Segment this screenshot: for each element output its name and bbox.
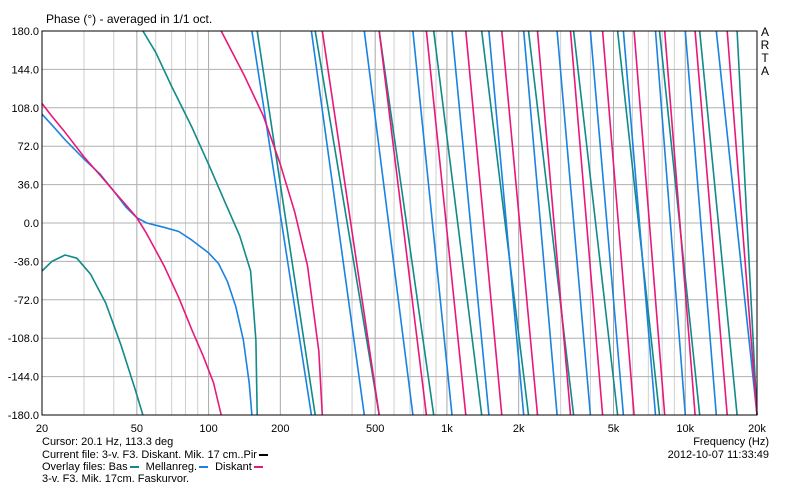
y-tick-label: -144.0 bbox=[8, 372, 39, 384]
y-tick-labels: 180.0 144.0 108.0 72.0 36.0 0.0 -36.0 -72.0 -108… bbox=[8, 26, 39, 422]
x-tick-label: 10k bbox=[676, 423, 694, 435]
x-tick-label: 500 bbox=[366, 423, 384, 435]
x-tick-labels: 20 50 100 200 500 1k 2k 5k 10k 20k bbox=[36, 423, 766, 435]
y-tick-label: 108.0 bbox=[11, 103, 39, 115]
current-file: Current file: 3-v. F3. Diskant. Mik. 17 … bbox=[42, 449, 272, 461]
plot-frame bbox=[41, 30, 758, 416]
y-tick-label: -108.0 bbox=[8, 333, 39, 345]
x-tick-label: 200 bbox=[271, 423, 289, 435]
legend-item-bas: Bas bbox=[108, 461, 128, 473]
y-tick-label: -72.0 bbox=[14, 295, 39, 307]
x-tick-label: 100 bbox=[199, 423, 217, 435]
cursor-readout: Cursor: 20.1 Hz, 113.3 deg bbox=[42, 436, 174, 448]
y-tick-label: 180.0 bbox=[11, 26, 39, 38]
overlay-label: Overlay files: bbox=[42, 461, 106, 473]
brand-letter: A bbox=[760, 25, 769, 39]
current-file-swatch bbox=[258, 454, 268, 457]
x-tick-label: 1k bbox=[441, 423, 453, 435]
overlay-files: Overlay files: Bas Mellanreg. Diskant bbox=[42, 461, 267, 473]
y-tick-label: -180.0 bbox=[8, 410, 39, 422]
y-tick-label: 36.0 bbox=[18, 180, 39, 192]
series-line-1 bbox=[41, 30, 758, 416]
legend-swatch-bas bbox=[129, 466, 139, 469]
series-line-2 bbox=[41, 30, 758, 416]
timestamp: 2012-10-07 11:33:49 bbox=[667, 449, 769, 461]
arta-logo: A R T A bbox=[760, 26, 770, 78]
chart-title: Phase (°) - averaged in 1/1 oct. bbox=[46, 12, 212, 26]
current-file-text: Current file: 3-v. F3. Diskant. Mik. 17 … bbox=[42, 449, 257, 461]
brand-letter: T bbox=[761, 51, 769, 65]
x-tick-label: 2k bbox=[513, 423, 525, 435]
x-tick-label: 20k bbox=[748, 423, 766, 435]
overlay-note: 3-v. F3. Mik. 17cm. Faskurvor. bbox=[42, 473, 190, 485]
x-tick-label: 5k bbox=[608, 423, 620, 435]
x-axis-label: Frequency (Hz) bbox=[693, 436, 769, 448]
legend-item-mellanreg: Mellanreg. bbox=[145, 461, 198, 473]
y-tick-label: 144.0 bbox=[11, 64, 39, 76]
y-tick-label: 0.0 bbox=[24, 218, 39, 230]
y-tick-label: -36.0 bbox=[14, 256, 39, 268]
legend-item-diskant: Diskant bbox=[215, 461, 252, 473]
brand-letter: A bbox=[760, 64, 769, 78]
legend-swatch-diskant bbox=[253, 466, 263, 469]
x-tick-label: 20 bbox=[36, 423, 48, 435]
series-layer bbox=[41, 30, 758, 416]
legend-swatch-mellanreg bbox=[199, 466, 209, 469]
x-tick-label: 50 bbox=[131, 423, 143, 435]
brand-letter: R bbox=[760, 38, 770, 52]
y-tick-label: 72.0 bbox=[18, 141, 39, 153]
